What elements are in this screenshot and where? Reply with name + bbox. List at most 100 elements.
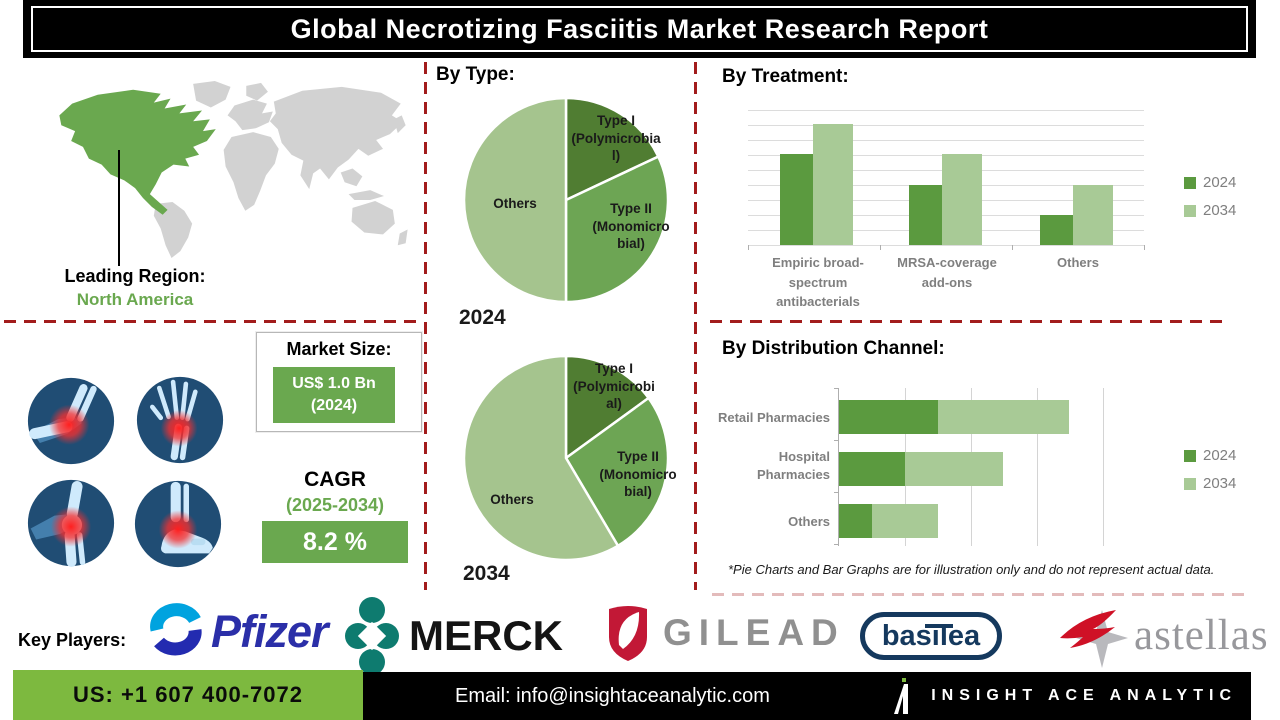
bar-distribution-2034-0 [937,400,1069,434]
treatment-legend-2024: 2024 [1184,174,1236,191]
pie-slice-type-ii-monomicrobial- [564,154,670,304]
axis-tick [748,245,749,250]
by-type-heading: By Type: [436,64,515,85]
legend-label-2024: 2024 [1203,174,1237,191]
astellas-logo: astellas [1056,598,1269,672]
world-map [45,78,420,260]
leading-region-value: North America [76,290,194,309]
pie-2034-label-others: Others [490,492,534,507]
treatment-category-1: Empiric broad- spectrum antibacterials [772,255,864,309]
footer-email: Email: info@insightaceanalytic.com [455,684,770,707]
merck-logo: MERCK [345,597,563,675]
region-new-zealand [397,229,408,246]
axis-tick [834,388,839,389]
gridline [1037,388,1038,546]
by-treatment-heading: By Treatment: [722,66,849,87]
divider-vertical-left [424,62,427,590]
pie-2024-year: 2024 [459,306,506,329]
pie-2024-label-others: Others [493,196,537,211]
gridline [748,110,1144,111]
distribution-category-3: Others [788,514,830,529]
treatment-bar-chart [748,110,1145,250]
region-japan [393,115,406,134]
basilea-logo: basilea [860,612,1002,660]
pie-chart-2034 [462,354,670,562]
axis-tick [1012,245,1013,250]
by-distribution-heading: By Distribution Channel: [722,338,945,359]
market-size-label: Market Size: [286,339,392,359]
divider-horizontal-bottom-faint [712,593,1246,596]
map-leader-line [118,150,120,266]
astellas-wordmark: astellas [1134,611,1269,659]
gilead-wordmark: GILEAD [663,612,845,653]
distribution-legend-2024: 2024 [1184,447,1236,464]
axis-tick [1144,245,1145,250]
market-size-value: US$ 1.0 Bn (2024) [273,367,395,423]
divider-horizontal-right [710,320,1230,323]
elbow-xray-image [27,377,115,465]
bar-distribution-2024-1 [839,452,905,486]
legend-swatch-2024 [1184,449,1196,462]
footer-bar: Email: info@insightaceanalytic.com INSIG… [363,672,1251,720]
bar-treatment-2034-2 [1073,184,1113,245]
legend-label-2034: 2034 [1203,475,1237,492]
pie-slice-others [462,354,620,562]
pie-2034-label-type1: Type I (Polymicrobi al) [573,361,655,412]
footer-phone: US: +1 607 400-7072 [73,682,303,707]
gridline [748,245,1144,246]
region-southeast-asia [340,168,363,187]
key-players-label: Key Players: [18,630,127,650]
cagr-value: 8.2 % [262,521,408,563]
gilead-logo: GILEAD [605,603,845,663]
gridline [748,140,1144,141]
leading-region-label: Leading Region: [64,266,206,286]
title-bar: Global Necrotizing Fasciitis Market Rese… [23,0,1256,58]
bar-distribution-2024-2 [839,504,872,538]
insight-ace-logo-icon [893,678,917,714]
legend-swatch-2024 [1184,176,1196,189]
bar-distribution-2034-2 [871,504,938,538]
treatment-legend-2034: 2034 [1184,202,1236,219]
pie-2034-year: 2034 [463,562,510,585]
knee-xray-image [27,479,115,567]
distribution-legend-2034: 2034 [1184,475,1236,492]
basilea-accent-bar [925,624,953,628]
legend-swatch-2034 [1184,204,1196,217]
bar-treatment-2024-2 [1040,214,1073,245]
pfizer-logo: Pfizer [143,600,329,664]
bar-treatment-2024-1 [909,184,942,245]
cagr-label: CAGR [304,468,366,491]
merck-wordmark: MERCK [409,612,563,659]
pie-chart-2024 [462,96,670,304]
leading-region: Leading Region: North America [40,266,230,310]
footer-brand-name: INSIGHT ACE ANALYTIC [931,687,1237,704]
astellas-star-icon [1060,610,1128,668]
foot-xray-image [134,480,222,568]
report-title: Global Necrotizing Fasciitis Market Rese… [290,13,989,44]
cagr-block: CAGR (2025-2034) 8.2 % [262,468,408,563]
region-indonesia [348,190,385,200]
bar-distribution-2024-0 [839,400,938,434]
hand-xray-image [136,376,224,464]
legend-label-2034: 2034 [1203,202,1237,219]
bar-treatment-2034-0 [813,124,853,245]
divider-vertical-right [694,62,697,590]
market-size-panel: Market Size: US$ 1.0 Bn (2024) [256,332,422,432]
region-australia [351,200,395,235]
bar-treatment-2024-0 [780,154,813,245]
region-north-america-highlight [59,89,216,215]
legend-swatch-2034 [1184,477,1196,490]
gridline [1103,388,1104,546]
gridline [748,125,1144,126]
bar-distribution-2034-1 [904,452,1004,486]
pfizer-wordmark: Pfizer [211,606,329,657]
treatment-category-2: MRSA-coverage add-ons [897,255,997,290]
distribution-bar-chart [834,388,1150,546]
pie-slice-type-i-polymicrobial- [564,96,660,202]
axis-tick [834,544,839,545]
merck-clover-icon [345,597,399,675]
gilead-shield-icon [609,606,647,661]
divider-horizontal-left [4,320,422,323]
distribution-category-1: Retail Pharmacies [717,410,830,425]
